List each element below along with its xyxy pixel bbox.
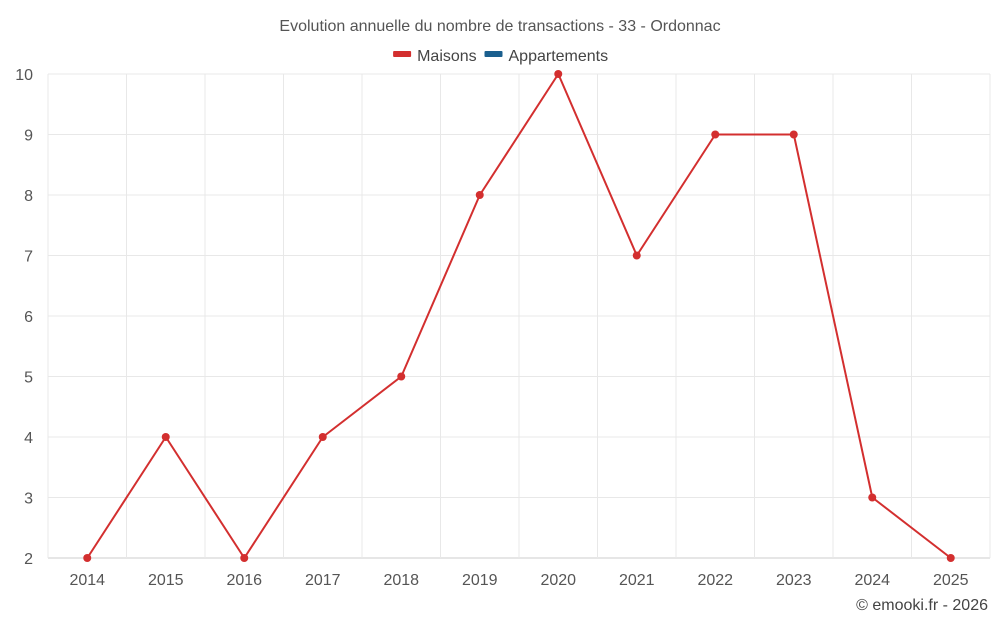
x-axis-ticks: 2014 2015 2016 2017 2018 2019 2020 2021 2022 2023… <box>69 572 968 589</box>
legend-swatch <box>484 51 503 57</box>
y-tick-label: 9 <box>24 128 33 145</box>
y-tick-label: 6 <box>24 309 33 326</box>
data-point[interactable] <box>868 493 877 502</box>
data-point[interactable] <box>240 554 249 562</box>
data-point[interactable] <box>83 554 92 562</box>
chart-title: Evolution annuelle du nombre de transact… <box>279 18 720 35</box>
x-tick-label: 2016 <box>226 572 262 589</box>
legend-item-maisons[interactable]: Maisons <box>393 48 477 65</box>
x-tick-label: 2018 <box>383 572 419 589</box>
y-tick-label: 10 <box>15 67 33 84</box>
data-point[interactable] <box>475 191 484 199</box>
y-tick-label: 7 <box>24 249 33 266</box>
y-tick-label: 2 <box>24 551 33 568</box>
x-tick-label: 2025 <box>933 572 969 589</box>
data-point[interactable] <box>318 433 327 441</box>
series-line-maisons <box>86 73 952 559</box>
y-tick-label: 5 <box>24 370 33 387</box>
x-tick-label: 2024 <box>854 572 890 589</box>
data-point[interactable] <box>397 372 406 381</box>
legend-swatch <box>393 51 412 57</box>
data-point[interactable] <box>554 70 563 78</box>
data-point[interactable] <box>789 130 798 139</box>
credit-text: © emooki.fr - 2026 <box>856 597 988 614</box>
data-point[interactable] <box>632 251 641 260</box>
x-tick-label: 2017 <box>305 572 341 589</box>
y-tick-label: 8 <box>24 188 33 205</box>
legend-label: Maisons <box>417 48 477 65</box>
grid <box>47 73 991 559</box>
x-tick-label: 2022 <box>697 572 733 589</box>
series-lines <box>86 73 952 559</box>
legend-label: Appartements <box>509 48 609 65</box>
x-tick-label: 2019 <box>462 572 498 589</box>
data-point[interactable] <box>161 433 170 441</box>
x-tick-label: 2021 <box>619 572 655 589</box>
x-tick-label: 2020 <box>540 572 576 589</box>
x-tick-label: 2023 <box>776 572 812 589</box>
y-tick-label: 4 <box>24 430 33 447</box>
x-tick-label: 2014 <box>69 572 105 589</box>
legend[interactable]: Maisons Appartements <box>393 48 608 65</box>
legend-item-appartements[interactable]: Appartements <box>484 48 609 65</box>
data-point[interactable] <box>946 554 955 562</box>
y-tick-label: 3 <box>24 491 33 508</box>
y-axis-ticks: 2 3 4 5 6 7 8 9 10 <box>15 67 33 568</box>
data-point[interactable] <box>711 130 720 139</box>
data-points[interactable] <box>83 70 955 562</box>
x-tick-label: 2015 <box>148 572 184 589</box>
